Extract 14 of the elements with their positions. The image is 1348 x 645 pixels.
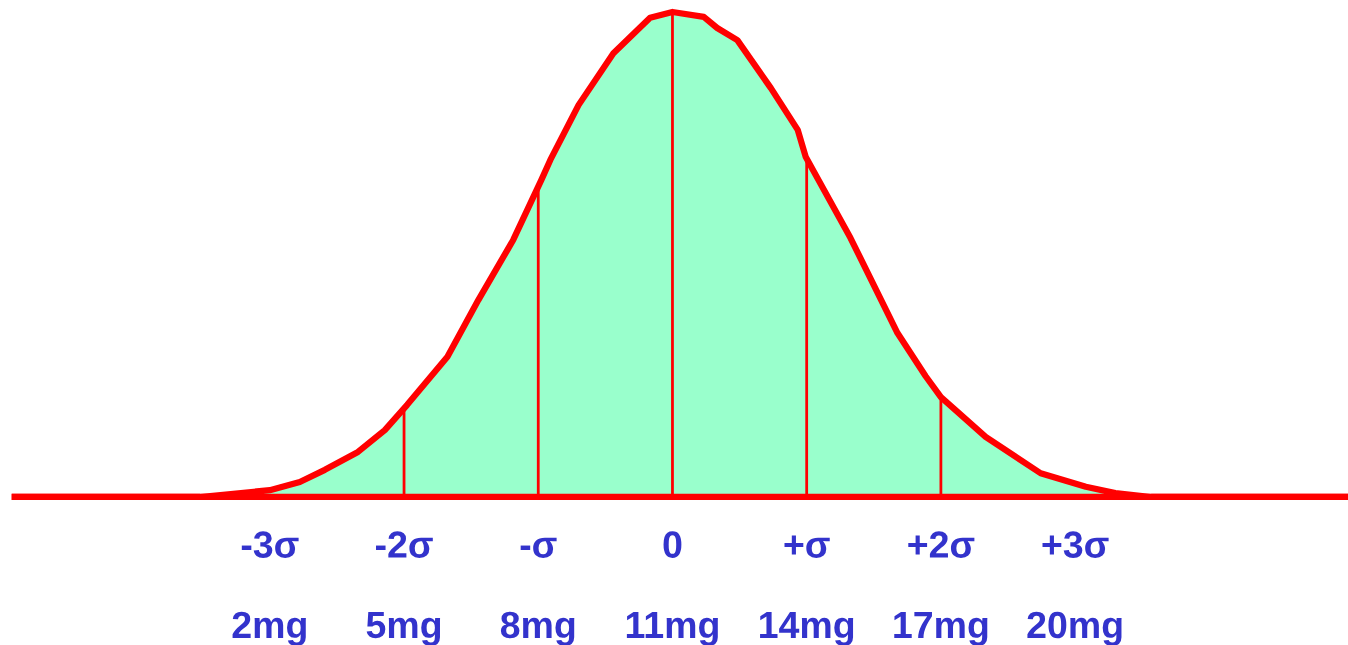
x2-tick-label: -2σ xyxy=(376,531,433,558)
x-tick-label: 14mg xyxy=(760,612,854,645)
x-tick-label: 8mg xyxy=(500,611,575,645)
x2-tick-label: +σ xyxy=(784,535,830,558)
x2-tick-label: 0 xyxy=(663,531,682,558)
x2-tick-label: -σ xyxy=(520,537,557,558)
x-tick-label: 17mg xyxy=(894,612,988,645)
x-tick-label: 2mg xyxy=(232,611,306,645)
x-tick-label: 5mg xyxy=(366,612,441,645)
x2-tick-label: +3σ xyxy=(1042,531,1109,558)
x-tick-label: 20mg xyxy=(1027,611,1122,645)
x2-tick-label: -3σ xyxy=(241,531,299,558)
x-tick-label: 11mg xyxy=(626,612,718,645)
x2-tick-label: +2σ xyxy=(908,531,975,558)
